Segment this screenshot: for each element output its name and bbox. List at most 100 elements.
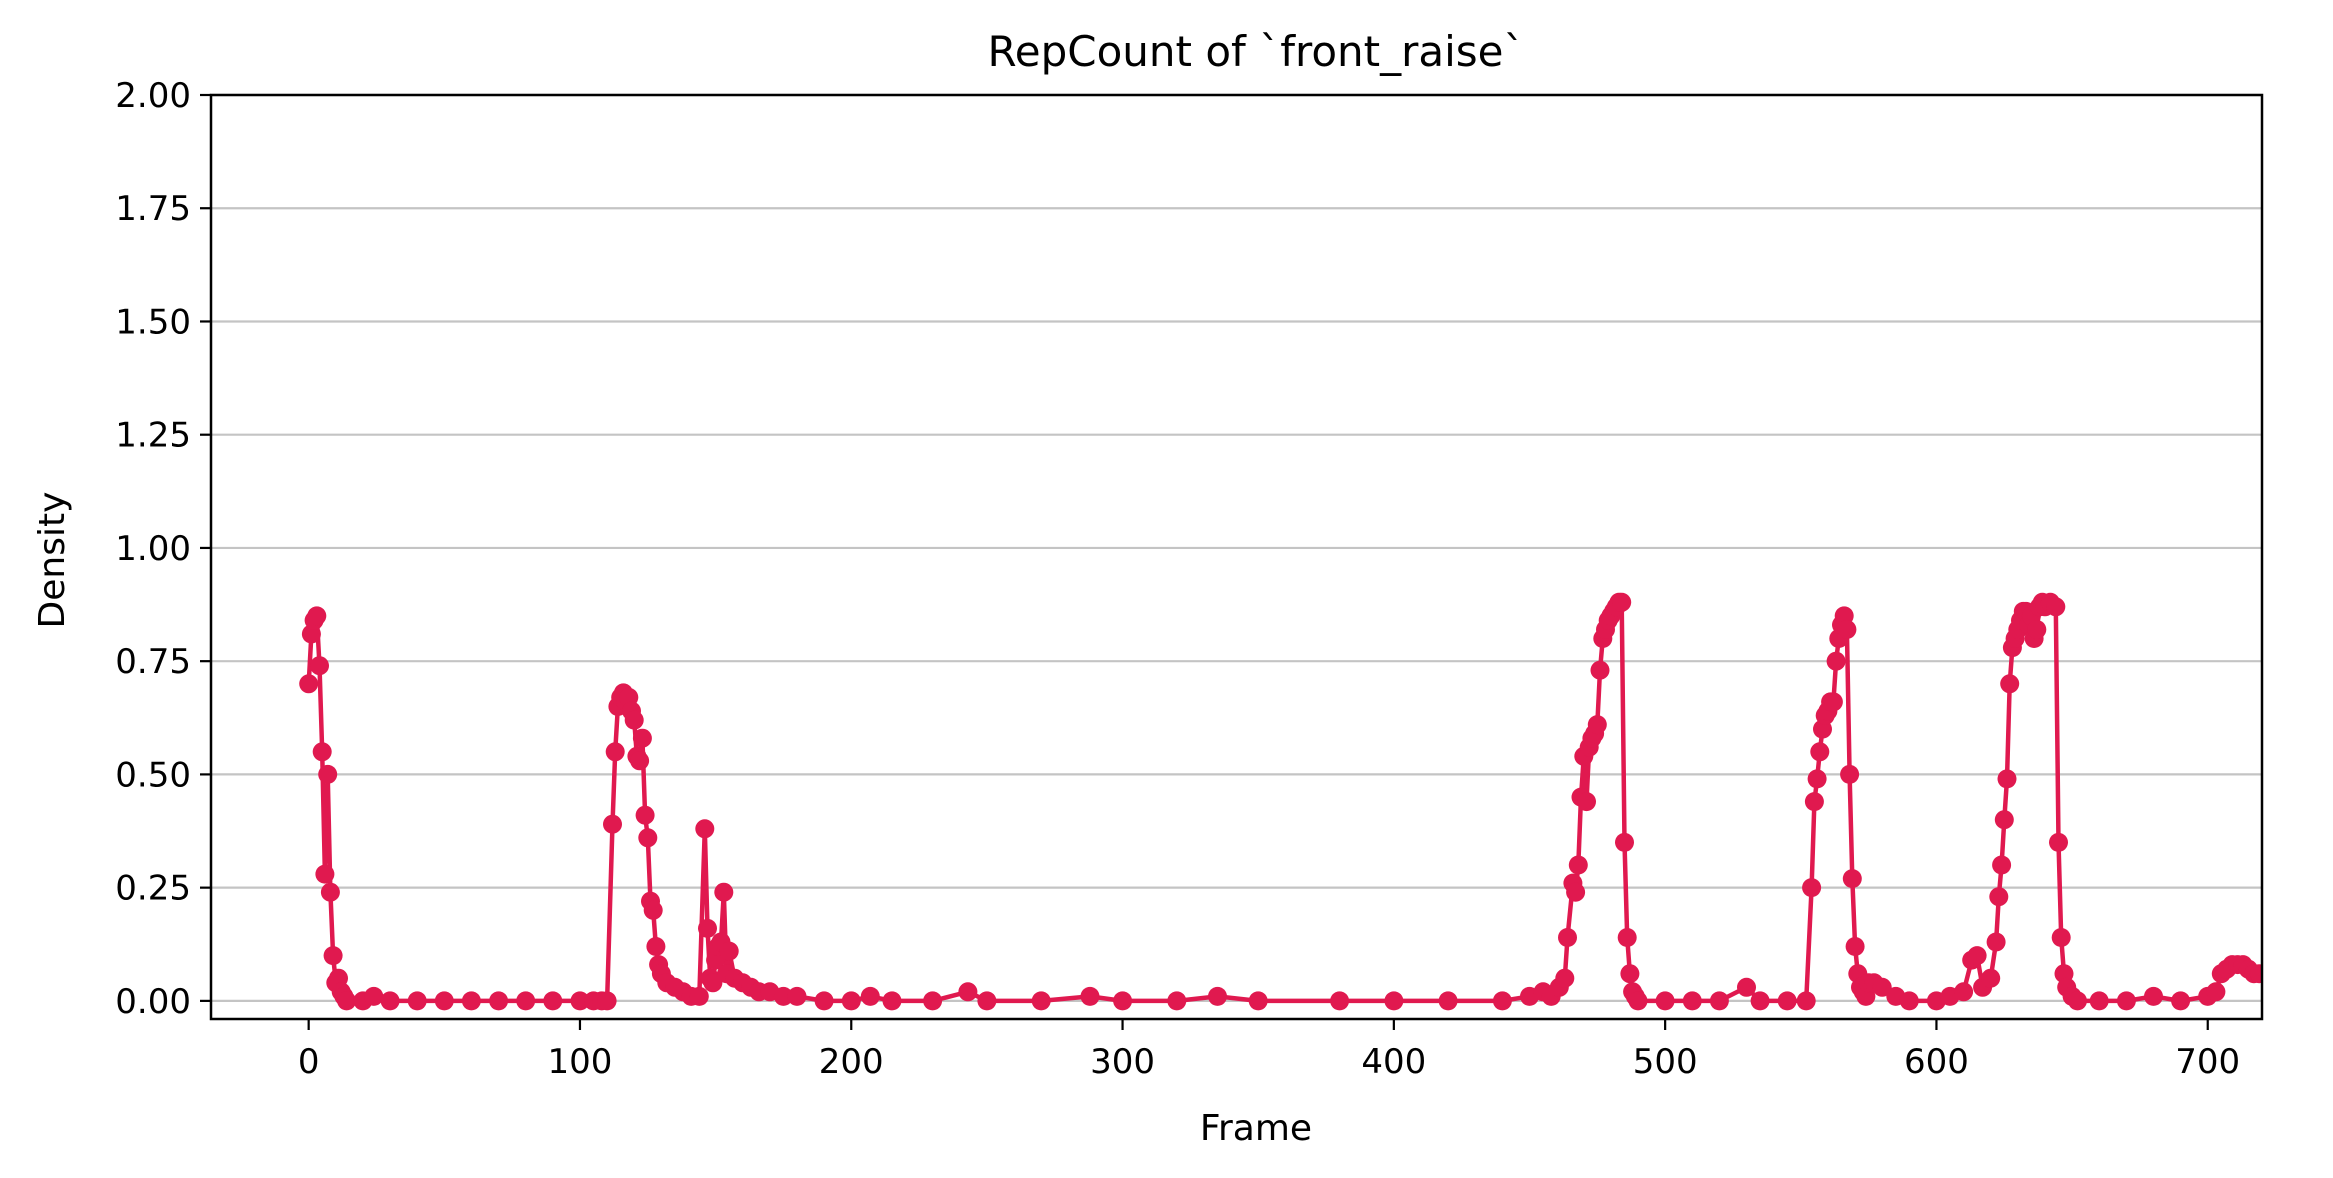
data-point [1031, 991, 1051, 1011]
data-point [2051, 928, 2071, 947]
data-point [1989, 887, 2009, 907]
data-point [1954, 982, 1974, 1002]
x-axis-label: Frame [1200, 1108, 1312, 1149]
data-point [1994, 810, 2014, 830]
data-point [1330, 991, 1350, 1011]
x-tick-label: 300 [1090, 1042, 1155, 1082]
data-point [841, 991, 861, 1011]
data-point [1587, 715, 1607, 735]
data-point [461, 991, 481, 1011]
data-point [638, 828, 658, 848]
data-point [1823, 692, 1843, 712]
data-point [1872, 977, 1892, 997]
data-point [1981, 968, 2001, 988]
y-tick-label: 1.25 [115, 416, 191, 456]
data-point [312, 742, 332, 762]
x-axis-ticks: 0 100 200 300 400 500 600 700 [298, 1019, 2240, 1082]
y-tick-label: 0.25 [115, 869, 191, 909]
data-point [380, 991, 400, 1011]
data-point [605, 742, 625, 762]
chart-title: RepCount of `front_raise` [987, 27, 1524, 76]
data-point [714, 882, 734, 902]
data-point [1558, 928, 1577, 947]
y-axis-label: Density [32, 492, 73, 629]
x-tick-label: 400 [1361, 1042, 1426, 1082]
data-point [1566, 882, 1586, 902]
data-point [1802, 878, 1822, 898]
data-point [434, 991, 454, 1011]
data-point [310, 656, 329, 676]
data-point [1628, 991, 1648, 1011]
data-point [323, 946, 343, 966]
data-point [1080, 986, 1100, 1006]
data-point [643, 900, 663, 920]
data-point [2046, 597, 2066, 617]
data-point [1737, 977, 1756, 997]
data-point [1617, 928, 1637, 947]
data-point [1208, 986, 1227, 1006]
x-tick-label: 0 [298, 1042, 320, 1082]
data-point [1842, 869, 1862, 889]
data-point [1590, 660, 1610, 680]
data-point [1568, 855, 1588, 875]
y-tick-label: 0.50 [115, 755, 191, 795]
data-point [1777, 991, 1797, 1011]
data-point [299, 674, 319, 694]
data-point [1837, 620, 1857, 639]
data-point [882, 991, 902, 1011]
data-point [646, 937, 666, 956]
data-point [320, 882, 340, 902]
data-point [2249, 964, 2262, 984]
series-group [299, 592, 2262, 1011]
data-point [364, 986, 384, 1006]
data-point [1682, 991, 1702, 1011]
x-tick-label: 200 [819, 1042, 884, 1082]
data-point [603, 814, 622, 834]
data-point [695, 819, 715, 839]
data-point [1845, 937, 1865, 956]
data-point [1810, 742, 1830, 762]
data-point [1840, 764, 1860, 784]
data-point [1992, 855, 2012, 875]
data-point [2049, 832, 2068, 852]
data-point [1577, 792, 1596, 812]
data-point [2171, 991, 2191, 1011]
x-tick-label: 700 [2175, 1042, 2240, 1082]
data-point [307, 606, 327, 626]
data-point [315, 864, 335, 884]
data-point [516, 991, 536, 1011]
x-tick-label: 500 [1633, 1042, 1698, 1082]
y-tick-label: 1.50 [115, 302, 191, 342]
data-point [635, 805, 655, 825]
data-point [2089, 991, 2109, 1011]
data-point [1750, 991, 1770, 1011]
data-point [570, 991, 590, 1011]
data-point [318, 764, 338, 784]
data-point [773, 986, 793, 1006]
data-point [1826, 651, 1846, 671]
data-point [1967, 946, 1987, 966]
y-tick-label: 0.75 [115, 642, 191, 682]
data-point [1555, 968, 1575, 988]
y-tick-label: 1.75 [115, 189, 191, 229]
data-point [698, 918, 717, 938]
data-point [1612, 592, 1632, 612]
data-point [2144, 986, 2163, 1006]
data-point [958, 982, 978, 1002]
y-tick-label: 2.00 [115, 76, 191, 116]
x-tick-label: 600 [1904, 1042, 1969, 1082]
data-point [1492, 991, 1512, 1011]
data-point [489, 991, 509, 1011]
data-point [1807, 769, 1827, 789]
data-point [630, 751, 650, 771]
y-tick-label: 0.00 [115, 982, 191, 1022]
data-point [719, 941, 739, 961]
data-point [1796, 991, 1816, 1011]
data-point [1620, 964, 1640, 984]
data-point [1248, 991, 1268, 1011]
data-point [1709, 991, 1729, 1011]
data-point [543, 991, 563, 1011]
data-point [2027, 620, 2047, 639]
